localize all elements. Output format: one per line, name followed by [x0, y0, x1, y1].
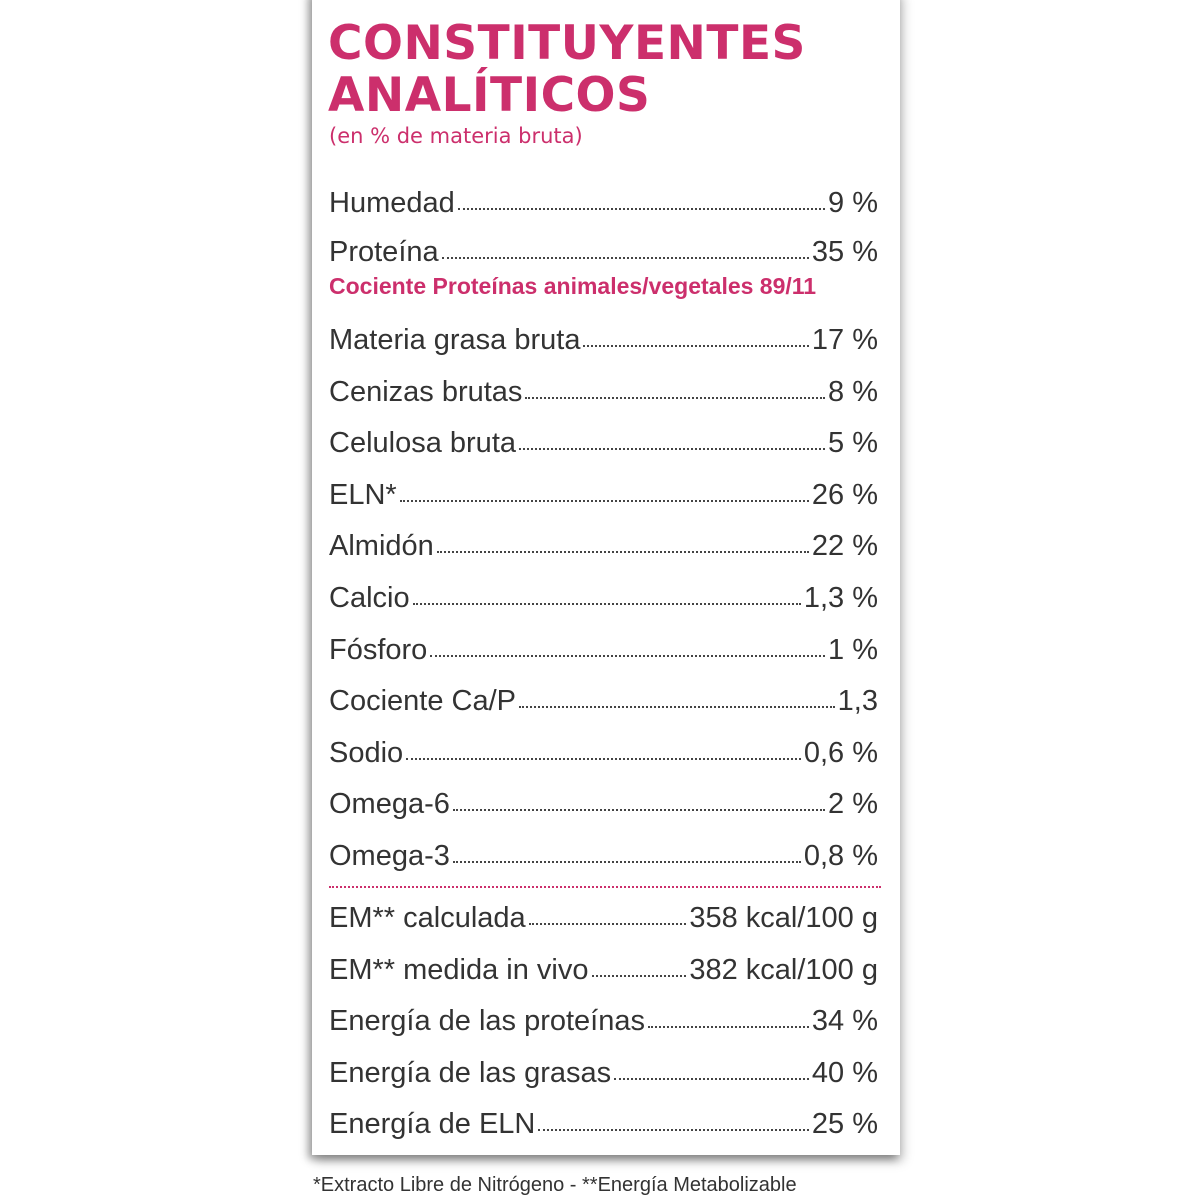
nutrient-label: Omega-3 — [329, 840, 450, 872]
nutrient-row: EM** medida in vivo 382 kcal/100 g — [329, 950, 878, 990]
nutrient-label: Almidón — [329, 530, 434, 563]
nutrient-value: 1,3 — [837, 685, 878, 718]
nutrient-row: ELN* 26 % — [329, 475, 878, 515]
title-line-2: ANALÍTICOS — [328, 68, 651, 123]
dot-leader — [538, 1129, 809, 1131]
nutrient-value: 2 % — [828, 788, 878, 821]
nutrient-label: Celulosa bruta — [329, 427, 516, 460]
dot-leader — [528, 923, 687, 925]
nutrient-row: Sodio 0,6 % — [329, 733, 878, 773]
nutrient-row: Celulosa bruta 5 % — [329, 423, 878, 463]
dot-leader — [399, 499, 809, 502]
nutrient-row: Materia grasa bruta 17 % — [329, 320, 878, 360]
nutrient-value: 8 % — [828, 375, 878, 408]
nutrient-row: Energía de las grasas 40 % — [329, 1053, 878, 1093]
title-line-1: CONSTITUYENTES — [328, 16, 806, 71]
nutrient-label: EM** medida in vivo — [329, 953, 589, 986]
nutrient-row: Almidón 22 % — [329, 526, 878, 566]
nutrient-value: 25 % — [811, 1108, 878, 1140]
nutrient-value: 35 % — [811, 236, 878, 268]
nutrient-value: 358 kcal/100 g — [689, 902, 878, 934]
dot-leader — [457, 208, 826, 210]
subtitle: (en % de materia bruta) — [329, 124, 583, 148]
nutrient-value: 22 % — [811, 530, 878, 563]
nutrient-value: 1,3 % — [803, 582, 878, 614]
nutrient-row: Cenizas brutas 8 % — [329, 372, 878, 412]
nutrient-label: Proteína — [329, 236, 439, 268]
dot-leader — [430, 654, 826, 657]
analysis-card — [312, 0, 900, 1155]
nutrient-label: ELN* — [329, 478, 397, 511]
dot-leader — [591, 974, 687, 977]
nutrient-row: Energía de las proteínas 34 % — [329, 1001, 878, 1041]
dot-leader — [452, 861, 801, 863]
dot-leader — [436, 551, 809, 554]
dot-leader — [647, 1026, 809, 1028]
nutrient-label: EM** calculada — [329, 902, 526, 934]
nutrient-label: Cenizas brutas — [329, 375, 523, 408]
dot-leader — [583, 345, 809, 347]
nutrient-row: Fósforo 1 % — [329, 630, 878, 670]
nutrient-value: 5 % — [828, 427, 878, 460]
nutrient-value: 382 kcal/100 g — [689, 953, 878, 986]
nutrient-label: Energía de las grasas — [329, 1056, 612, 1089]
nutrient-label: Omega-6 — [329, 788, 450, 821]
nutrient-value: 9 % — [828, 187, 878, 219]
nutrient-row: Omega-3 0,8 % — [329, 836, 878, 876]
nutrient-label: Materia grasa bruta — [329, 324, 581, 356]
dot-leader — [519, 448, 826, 451]
nutrient-value: 34 % — [811, 1005, 878, 1037]
dot-leader — [441, 257, 809, 259]
protein-ratio-note: Cociente Proteínas animales/vegetales 89… — [329, 273, 817, 299]
nutrient-label: Humedad — [329, 187, 455, 219]
nutrient-row: Calcio 1,3 % — [329, 578, 878, 618]
nutrient-label: Cociente Ca/P — [329, 685, 516, 718]
nutrient-row: Omega-6 2 % — [329, 784, 878, 824]
nutrient-label: Calcio — [329, 582, 410, 614]
dot-leader — [406, 757, 801, 760]
dot-leader — [452, 809, 826, 812]
nutrient-row: Cociente Ca/P 1,3 — [329, 681, 878, 721]
dot-leader — [525, 396, 826, 399]
dot-leader — [614, 1077, 809, 1080]
nutrient-label: Energía de las proteínas — [329, 1005, 645, 1037]
nutrient-value: 40 % — [811, 1056, 878, 1089]
nutrient-row: Proteína 35 % — [329, 232, 878, 272]
nutrient-value: 17 % — [811, 324, 878, 356]
footnote: *Extracto Libre de Nitrógeno - **Energía… — [313, 1174, 797, 1196]
nutrient-row: Humedad 9 % — [329, 183, 878, 223]
nutrient-row: Energía de ELN 25 % — [329, 1104, 878, 1144]
dot-leader — [519, 706, 835, 709]
nutrient-row: EM** calculada 358 kcal/100 g — [329, 898, 878, 938]
nutrient-label: Fósforo — [329, 633, 428, 666]
nutrient-value: 1 % — [828, 633, 878, 666]
dot-leader — [412, 603, 801, 605]
nutrient-value: 0,6 % — [803, 736, 878, 769]
nutrient-label: Sodio — [329, 736, 404, 769]
nutrient-label: Energía de ELN — [329, 1108, 536, 1140]
nutrient-value: 0,8 % — [803, 840, 878, 872]
divider — [329, 886, 881, 888]
nutrient-value: 26 % — [811, 478, 878, 511]
